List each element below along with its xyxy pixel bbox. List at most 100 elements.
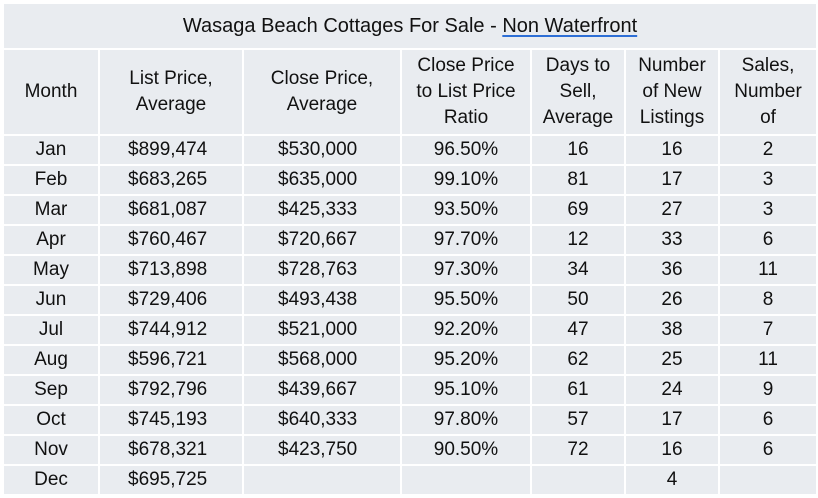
cell-close-price: $530,000 — [242, 134, 402, 166]
header-days-to-sell: Days to Sell, Average — [530, 48, 626, 136]
cell-close-price: $439,667 — [242, 374, 402, 406]
cell-days-to-sell: 57 — [530, 404, 626, 436]
cell-list-price: $678,321 — [98, 434, 244, 466]
table-row: Aug $596,721 $568,000 95.20% 62 25 11 — [2, 344, 818, 376]
cell-sales: 6 — [717, 404, 818, 436]
cell-month: Aug — [2, 344, 100, 376]
cell-ratio: 97.80% — [400, 404, 532, 436]
cell-sales: 8 — [717, 284, 818, 316]
cell-ratio: 95.50% — [400, 284, 532, 316]
cell-new-listings: 33 — [624, 224, 720, 256]
header-line: List Price, — [129, 68, 213, 89]
cell-list-price: $760,467 — [98, 224, 244, 256]
cell-days-to-sell: 12 — [530, 224, 626, 256]
cell-days-to-sell: 50 — [530, 284, 626, 316]
header-line: Days to — [545, 55, 611, 76]
cell-sales: 7 — [717, 314, 818, 346]
table-title-main: Wasaga Beach Cottages For Sale - — [182, 14, 503, 37]
cell-days-to-sell: 81 — [530, 164, 626, 196]
cell-list-price: $695,725 — [98, 464, 244, 496]
cell-sales: 2 — [717, 134, 818, 166]
cell-days-to-sell: 47 — [530, 314, 626, 346]
cell-ratio: 99.10% — [400, 164, 532, 196]
cell-ratio: 97.70% — [400, 224, 532, 256]
cell-month: Nov — [2, 434, 100, 466]
cell-days-to-sell: 62 — [530, 344, 626, 376]
cell-ratio: 93.50% — [400, 194, 532, 226]
cell-sales: 3 — [717, 194, 818, 226]
cell-ratio: 97.30% — [400, 254, 532, 286]
cell-month: Jun — [2, 284, 100, 316]
header-new-listings: Number of New Listings — [624, 48, 720, 136]
cell-month: Mar — [2, 194, 100, 226]
header-line: Average — [286, 94, 358, 115]
cell-close-price: $493,438 — [242, 284, 402, 316]
cell-close-price — [242, 464, 402, 496]
cell-close-price: $635,000 — [242, 164, 402, 196]
table-row: May $713,898 $728,763 97.30% 34 36 11 — [2, 254, 818, 286]
header-line: Listings — [639, 107, 705, 128]
cell-new-listings: 24 — [624, 374, 720, 406]
cell-ratio: 96.50% — [400, 134, 532, 166]
cell-close-price: $568,000 — [242, 344, 402, 376]
cell-sales: 9 — [717, 374, 818, 406]
cell-new-listings: 4 — [624, 464, 720, 496]
table-title-link[interactable]: Non Waterfront — [502, 14, 638, 37]
cell-ratio: 92.20% — [400, 314, 532, 346]
table-title: Wasaga Beach Cottages For Sale - Non Wat… — [1, 2, 818, 50]
header-line: Sales, — [741, 55, 795, 76]
cell-close-price: $521,000 — [242, 314, 402, 346]
cell-days-to-sell: 72 — [530, 434, 626, 466]
header-line: Average — [542, 107, 614, 128]
cell-list-price: $729,406 — [98, 284, 244, 316]
header-line: Month — [24, 81, 78, 102]
table-row: Jan $899,474 $530,000 96.50% 16 16 2 — [2, 134, 818, 166]
cell-month: May — [2, 254, 100, 286]
cell-new-listings: 38 — [624, 314, 720, 346]
header-row: Month List Price, Average Close Price, Avera… — [2, 48, 818, 136]
header-list-price: List Price, Average — [98, 48, 244, 136]
header-close-price: Close Price, Average — [242, 48, 402, 136]
table-row: Oct $745,193 $640,333 97.80% 57 17 6 — [2, 404, 818, 436]
cell-new-listings: 26 — [624, 284, 720, 316]
cell-days-to-sell — [530, 464, 626, 496]
cell-ratio: 95.10% — [400, 374, 532, 406]
cell-new-listings: 27 — [624, 194, 720, 226]
header-line: Close Price, — [270, 68, 374, 89]
cell-new-listings: 17 — [624, 164, 720, 196]
cell-days-to-sell: 61 — [530, 374, 626, 406]
cell-month: Feb — [2, 164, 100, 196]
cell-sales: 6 — [717, 434, 818, 466]
cell-month: Apr — [2, 224, 100, 256]
header-line: of — [760, 107, 776, 128]
table-row: Sep $792,796 $439,667 95.10% 61 24 9 — [2, 374, 818, 406]
cell-new-listings: 16 — [624, 434, 720, 466]
cell-list-price: $681,087 — [98, 194, 244, 226]
cell-sales: 6 — [717, 224, 818, 256]
cell-new-listings: 16 — [624, 134, 720, 166]
cell-sales: 11 — [717, 344, 818, 376]
cell-month: Oct — [2, 404, 100, 436]
header-line: Ratio — [443, 107, 489, 128]
table-row: Feb $683,265 $635,000 99.10% 81 17 3 — [2, 164, 818, 196]
cell-ratio: 95.20% — [400, 344, 532, 376]
cell-close-price: $423,750 — [242, 434, 402, 466]
table-row: Nov $678,321 $423,750 90.50% 72 16 6 — [2, 434, 818, 466]
header-line: to List Price — [416, 81, 516, 102]
cell-close-price: $728,763 — [242, 254, 402, 286]
header-line: of New — [642, 81, 702, 102]
cell-close-price: $425,333 — [242, 194, 402, 226]
table-row: Jul $744,912 $521,000 92.20% 47 38 7 — [2, 314, 818, 346]
cell-new-listings: 25 — [624, 344, 720, 376]
header-ratio: Close Price to List Price Ratio — [400, 48, 532, 136]
cell-days-to-sell: 34 — [530, 254, 626, 286]
cell-sales — [717, 464, 818, 496]
cell-list-price: $745,193 — [98, 404, 244, 436]
cell-days-to-sell: 69 — [530, 194, 626, 226]
cell-sales: 11 — [717, 254, 818, 286]
cell-list-price: $596,721 — [98, 344, 244, 376]
header-line: Average — [135, 94, 207, 115]
header-month: Month — [2, 48, 100, 136]
